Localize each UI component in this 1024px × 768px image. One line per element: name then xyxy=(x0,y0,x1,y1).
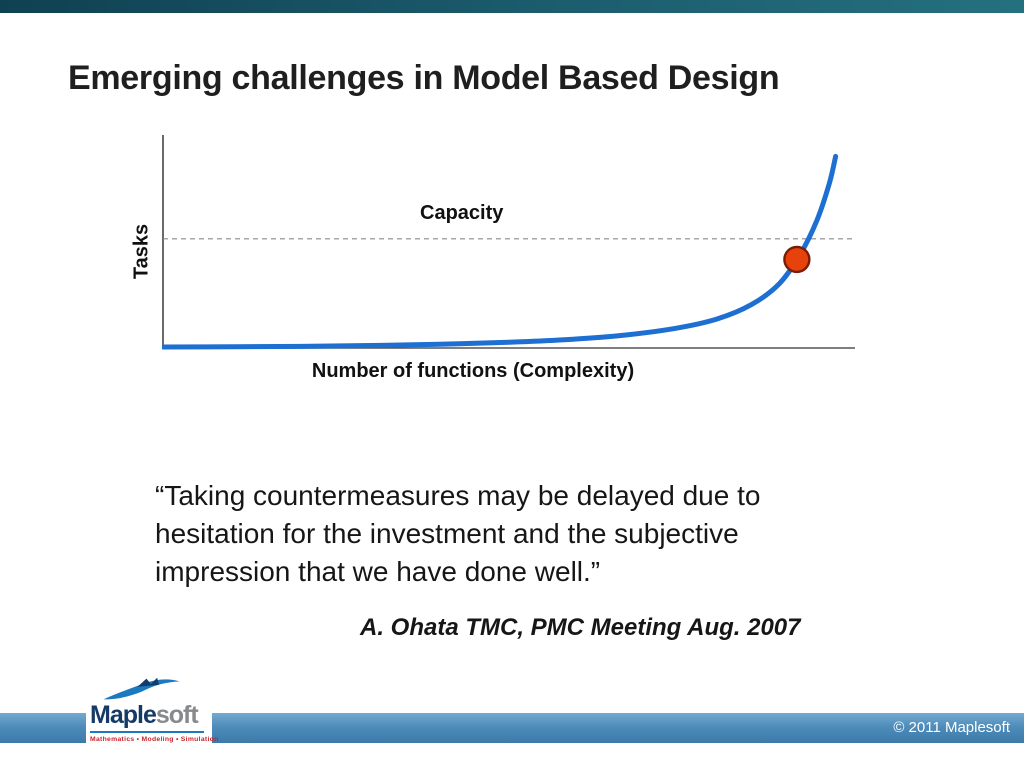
maplesoft-logo: Maplesoft Mathematics • Modeling • Simul… xyxy=(86,674,219,764)
logo-tagline: Mathematics • Modeling • Simulation xyxy=(90,736,219,743)
maplesoft-wordmark: Maplesoft xyxy=(90,701,210,729)
y-axis-label: Tasks xyxy=(130,223,153,280)
quote-attribution: A. Ohata TMC, PMC Meeting Aug. 2007 xyxy=(360,614,801,641)
x-axis-label: Number of functions (Complexity) xyxy=(311,360,635,382)
quote-block: “Taking countermeasures may be delayed d… xyxy=(155,477,875,591)
wordmark-soft: soft xyxy=(155,701,199,729)
capacity-label: Capacity xyxy=(420,202,504,224)
growth-curve xyxy=(162,153,839,350)
threshold-marker xyxy=(783,245,811,274)
quote-line: impression that we have done well.” xyxy=(155,556,601,587)
copyright-text: © 2011 Maplesoft xyxy=(893,719,1010,736)
maplesoft-leaf-icon xyxy=(103,677,180,700)
quote-line: “Taking countermeasures may be delayed d… xyxy=(155,480,761,511)
quote-line: hesitation for the investment and the su… xyxy=(155,518,739,549)
wordmark-maple: Maple xyxy=(90,701,157,729)
top-accent-bar xyxy=(0,0,1024,13)
chart-plot-area xyxy=(162,135,855,350)
slide-title: Emerging challenges in Model Based Desig… xyxy=(68,58,780,97)
logo-divider xyxy=(90,731,204,733)
